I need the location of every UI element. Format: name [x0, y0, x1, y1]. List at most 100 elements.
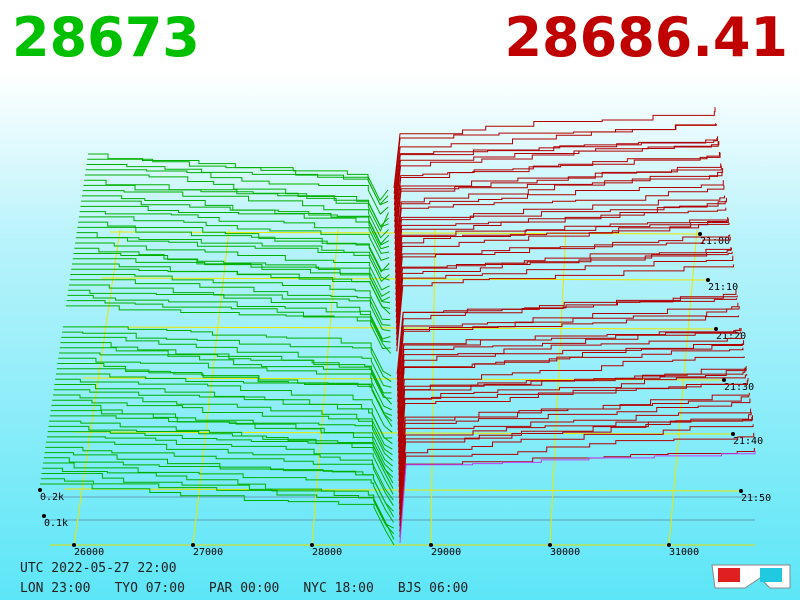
bid-depth-line — [68, 289, 391, 340]
ask-depth-line — [399, 448, 755, 538]
bid-depth-line — [52, 394, 393, 450]
price-grid — [311, 229, 339, 546]
bid-depth-line — [68, 284, 391, 332]
bid-depth-line — [81, 200, 390, 246]
time-dot — [714, 327, 718, 331]
bid-depth-line — [56, 373, 393, 427]
bid-depth-line — [70, 273, 391, 321]
zone-time: TYO 07:00 — [114, 581, 185, 596]
bid-depth-line — [74, 247, 390, 297]
ask-depth-line — [397, 306, 740, 403]
ask-depth-line — [398, 392, 750, 493]
zone-time: NYC 18:00 — [303, 581, 374, 596]
price-label: 28000 — [312, 547, 342, 558]
bid-depth-line — [77, 226, 390, 272]
utc-time: UTC 2022-05-27 22:00 — [20, 561, 177, 576]
price-label: 26000 — [74, 547, 104, 558]
time-label: 21:00 — [700, 236, 730, 247]
time-dot — [698, 232, 702, 236]
ask-price: 28686.41 — [504, 6, 788, 69]
ask-depth-line — [397, 343, 743, 431]
ask-depth-line — [394, 141, 720, 222]
ask-depth-line — [397, 331, 741, 414]
ask-depth-line — [398, 382, 748, 476]
bid-depth-line — [85, 169, 389, 215]
price-dot — [667, 543, 671, 547]
bid-depth-line — [58, 357, 392, 411]
bid-depth-line — [50, 410, 393, 467]
bid-depth-line — [83, 184, 389, 228]
bid-depth-line — [84, 174, 389, 233]
ask-depth-line — [396, 302, 739, 391]
bid-depth-line — [62, 326, 392, 377]
ask-depth-line — [395, 218, 729, 307]
bid-depth-line — [75, 237, 390, 281]
bid-depth-line — [52, 399, 393, 456]
ask-depth-line — [396, 251, 733, 341]
ask-depth-line — [396, 295, 738, 386]
bid-depth-line — [65, 305, 392, 354]
bid-depth-line — [59, 352, 392, 405]
bid-depth-line — [81, 195, 390, 245]
bid-depth-line — [49, 415, 394, 473]
ask-depth-line — [398, 367, 746, 459]
bid-depth-line — [62, 331, 392, 383]
bid-depth-line — [40, 483, 395, 546]
time-label: 21:50 — [741, 493, 771, 504]
bid-depth-line — [71, 268, 391, 315]
bid-depth-line — [43, 457, 394, 518]
ask-depth-line — [398, 395, 750, 487]
price-dot — [429, 543, 433, 547]
ask-depth-line — [395, 217, 729, 301]
ask-depth-line — [394, 195, 726, 273]
ask-depth-line — [394, 152, 720, 228]
depth-label: 0.1k — [44, 518, 68, 529]
ask-depth-line — [398, 412, 752, 510]
bid-depth-line — [45, 446, 394, 506]
depth-label: 0.2k — [40, 492, 64, 503]
ask-depth-line — [399, 416, 753, 515]
bid-depth-line — [66, 300, 391, 350]
bid-depth-line — [59, 347, 392, 399]
glasses-cyan — [760, 568, 782, 582]
price-grid — [192, 229, 230, 546]
price-grid — [73, 229, 121, 546]
ask-depth-line — [393, 123, 717, 194]
time-dot — [731, 432, 735, 436]
price-label: 29000 — [431, 547, 461, 558]
ask-depth-line — [393, 123, 717, 200]
bid-depth-line — [51, 404, 393, 461]
price-dot — [548, 543, 552, 547]
price-label: 27000 — [193, 547, 223, 558]
time-label: 21:30 — [724, 382, 754, 393]
ask-depth-line — [397, 336, 743, 425]
ask-depth-line — [397, 356, 745, 448]
ask-depth-line — [393, 107, 716, 189]
ask-depth-line — [394, 184, 725, 267]
ask-depth-line — [398, 377, 749, 482]
time-grid — [100, 277, 709, 281]
ask-depth-line — [399, 450, 756, 544]
time-dot — [722, 378, 726, 382]
price-grid — [430, 229, 436, 546]
ask-depth-line — [395, 197, 727, 290]
time-dot — [706, 278, 710, 282]
ask-depth-line — [395, 222, 730, 313]
bid-depth-line — [86, 163, 389, 206]
price-label: 30000 — [550, 547, 580, 558]
bid-price: 28673 — [12, 6, 200, 69]
ask-depth-line — [395, 236, 731, 324]
bid-depth-line — [40, 478, 395, 540]
depth-dot — [42, 514, 46, 518]
bid-depth-line — [60, 342, 392, 394]
ask-depth-line — [399, 424, 754, 527]
bid-depth-line — [80, 205, 390, 250]
ask-depth-line — [395, 247, 733, 335]
bid-depth-line — [53, 389, 393, 444]
bid-depth-line — [78, 216, 390, 261]
bid-depth-line — [82, 190, 390, 239]
price-dot — [191, 543, 195, 547]
ask-depth-line — [396, 255, 734, 346]
